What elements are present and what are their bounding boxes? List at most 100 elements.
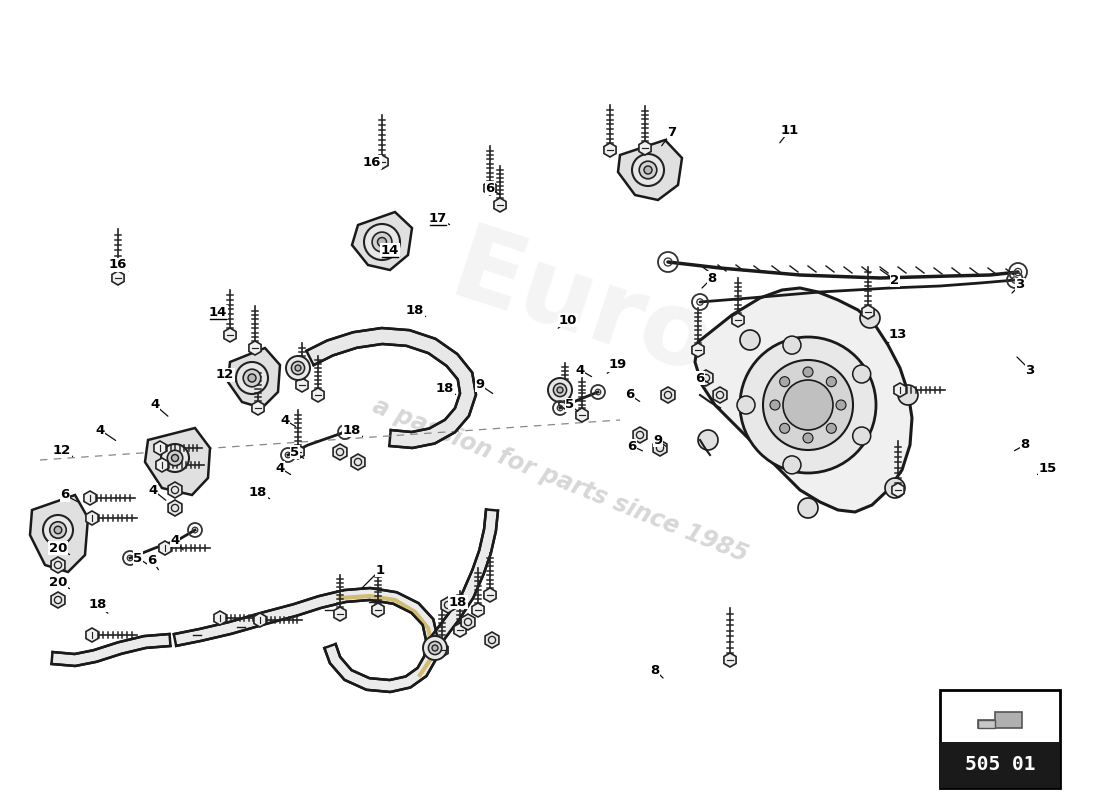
Polygon shape xyxy=(485,632,499,648)
Text: 5: 5 xyxy=(133,551,143,565)
Text: 18: 18 xyxy=(249,486,267,498)
Circle shape xyxy=(783,380,833,430)
Polygon shape xyxy=(154,441,166,455)
Text: 8: 8 xyxy=(707,271,716,285)
Circle shape xyxy=(826,423,836,434)
Circle shape xyxy=(644,166,652,174)
Polygon shape xyxy=(168,500,182,516)
Polygon shape xyxy=(296,378,308,392)
Polygon shape xyxy=(224,328,236,342)
Bar xyxy=(978,720,996,728)
Circle shape xyxy=(161,444,189,472)
Circle shape xyxy=(798,498,818,518)
Polygon shape xyxy=(484,588,496,602)
Polygon shape xyxy=(618,140,682,200)
Text: 14: 14 xyxy=(381,243,399,257)
Circle shape xyxy=(248,374,256,382)
Polygon shape xyxy=(156,458,168,472)
Polygon shape xyxy=(427,510,498,649)
Polygon shape xyxy=(249,341,261,355)
Circle shape xyxy=(236,362,268,394)
Circle shape xyxy=(740,330,760,350)
Circle shape xyxy=(424,636,447,660)
Polygon shape xyxy=(213,611,227,625)
Text: 6: 6 xyxy=(627,439,637,453)
Polygon shape xyxy=(51,557,65,573)
Polygon shape xyxy=(372,603,384,617)
Circle shape xyxy=(632,154,664,186)
Circle shape xyxy=(43,515,73,545)
Circle shape xyxy=(803,433,813,443)
Polygon shape xyxy=(484,181,496,195)
Polygon shape xyxy=(454,623,466,637)
Text: 18: 18 xyxy=(449,595,468,609)
Text: 18: 18 xyxy=(436,382,454,394)
Circle shape xyxy=(372,232,392,252)
Text: 6: 6 xyxy=(147,554,156,566)
Polygon shape xyxy=(376,155,388,169)
Text: 8: 8 xyxy=(650,663,660,677)
Text: 6: 6 xyxy=(485,182,495,194)
Circle shape xyxy=(737,396,755,414)
Text: 6: 6 xyxy=(626,389,635,402)
Text: 14: 14 xyxy=(209,306,228,318)
Text: 9: 9 xyxy=(653,434,662,446)
Circle shape xyxy=(780,377,790,386)
Polygon shape xyxy=(145,428,210,495)
Polygon shape xyxy=(168,482,182,498)
Polygon shape xyxy=(228,348,280,408)
Text: 4: 4 xyxy=(148,483,157,497)
Polygon shape xyxy=(254,613,266,627)
Text: 20: 20 xyxy=(48,542,67,554)
Polygon shape xyxy=(653,440,667,456)
Text: 18: 18 xyxy=(343,423,361,437)
Text: 13: 13 xyxy=(889,329,908,342)
Text: 18: 18 xyxy=(406,303,425,317)
Text: 7: 7 xyxy=(668,126,676,138)
Text: 15: 15 xyxy=(1038,462,1057,474)
Circle shape xyxy=(783,456,801,474)
Text: 5: 5 xyxy=(290,446,299,458)
Circle shape xyxy=(432,645,438,651)
Polygon shape xyxy=(86,511,98,525)
Polygon shape xyxy=(312,388,324,402)
Text: 10: 10 xyxy=(559,314,578,326)
Polygon shape xyxy=(461,614,475,630)
Circle shape xyxy=(780,423,790,434)
Text: 4: 4 xyxy=(280,414,289,426)
Polygon shape xyxy=(112,271,124,285)
Polygon shape xyxy=(695,288,912,512)
Polygon shape xyxy=(158,541,172,555)
Circle shape xyxy=(172,454,178,462)
Circle shape xyxy=(852,427,871,445)
Polygon shape xyxy=(700,370,713,386)
Circle shape xyxy=(826,377,836,386)
Polygon shape xyxy=(334,607,346,621)
Circle shape xyxy=(295,365,301,371)
Text: 2: 2 xyxy=(890,274,900,286)
Text: 4: 4 xyxy=(575,363,584,377)
Text: 8: 8 xyxy=(1021,438,1030,451)
Circle shape xyxy=(50,522,66,538)
Polygon shape xyxy=(559,395,571,409)
Text: 1: 1 xyxy=(375,563,385,577)
Circle shape xyxy=(557,387,563,393)
Circle shape xyxy=(639,162,657,178)
Polygon shape xyxy=(352,212,412,270)
Polygon shape xyxy=(51,592,65,608)
Polygon shape xyxy=(472,603,484,617)
Circle shape xyxy=(770,400,780,410)
Text: 20: 20 xyxy=(48,575,67,589)
Polygon shape xyxy=(52,634,170,666)
Text: 16: 16 xyxy=(363,155,382,169)
Circle shape xyxy=(377,238,386,246)
Circle shape xyxy=(836,400,846,410)
Text: 3: 3 xyxy=(1015,278,1024,291)
Polygon shape xyxy=(604,143,616,157)
Text: 6: 6 xyxy=(60,489,69,502)
Polygon shape xyxy=(351,454,365,470)
Circle shape xyxy=(548,378,572,402)
Text: 16: 16 xyxy=(109,258,128,271)
Text: 18: 18 xyxy=(89,598,107,611)
Polygon shape xyxy=(576,408,588,422)
